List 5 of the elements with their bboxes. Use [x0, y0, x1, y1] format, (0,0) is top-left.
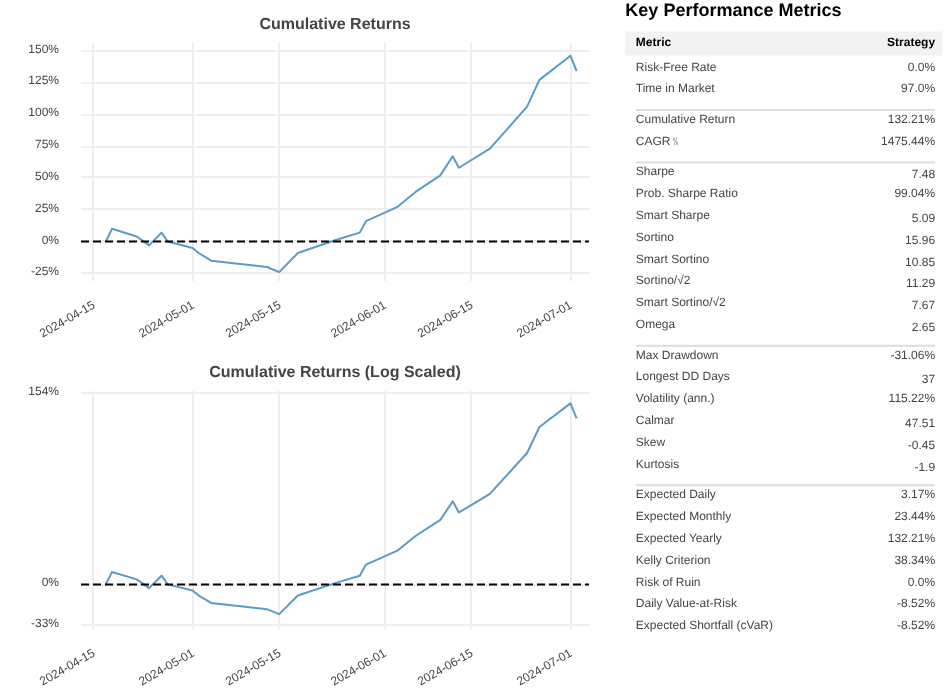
line-series — [104, 402, 578, 616]
line-series — [104, 54, 578, 274]
text: Key Performance Metrics — [625, 0, 842, 20]
chart-title: Cumulative Returns — [259, 15, 412, 33]
chart-title: Cumulative Returns (Log Scaled) — [209, 363, 462, 381]
